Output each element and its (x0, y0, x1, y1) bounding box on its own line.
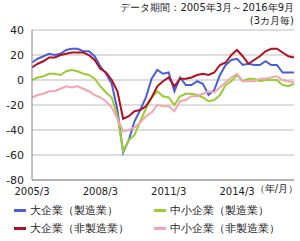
svg-text:-60: -60 (8, 149, 24, 162)
html-text:(3カ月毎): (3カ月毎) (249, 15, 294, 26)
html-text:（年/月）: （年/月） (254, 183, 298, 194)
html-text:中小企業（非製造業）: 中小企業（非製造業） (170, 222, 280, 235)
svg-text:20: 20 (10, 49, 24, 62)
svg-text:2011/3: 2011/3 (151, 186, 186, 197)
svg-text:-80: -80 (8, 174, 24, 187)
svg-text:40: 40 (10, 24, 24, 37)
html-text:データ期間：2005年3月～2016年9月: データ期間：2005年3月～2016年9月 (120, 2, 294, 13)
svg-text:-40: -40 (8, 124, 24, 137)
svg-text:2008/3: 2008/3 (83, 186, 118, 197)
svg-text:0: 0 (17, 74, 24, 87)
html-text:大企業（製造業）: 大企業（製造業） (30, 204, 118, 217)
svg-text:-20: -20 (8, 99, 24, 112)
html-text:大企業（非製造業）: 大企業（非製造業） (30, 222, 129, 235)
html-text:中小企業（製造業）: 中小企業（製造業） (170, 204, 269, 217)
svg-text:2014/3: 2014/3 (219, 186, 254, 197)
svg-text:2005/3: 2005/3 (14, 186, 49, 197)
